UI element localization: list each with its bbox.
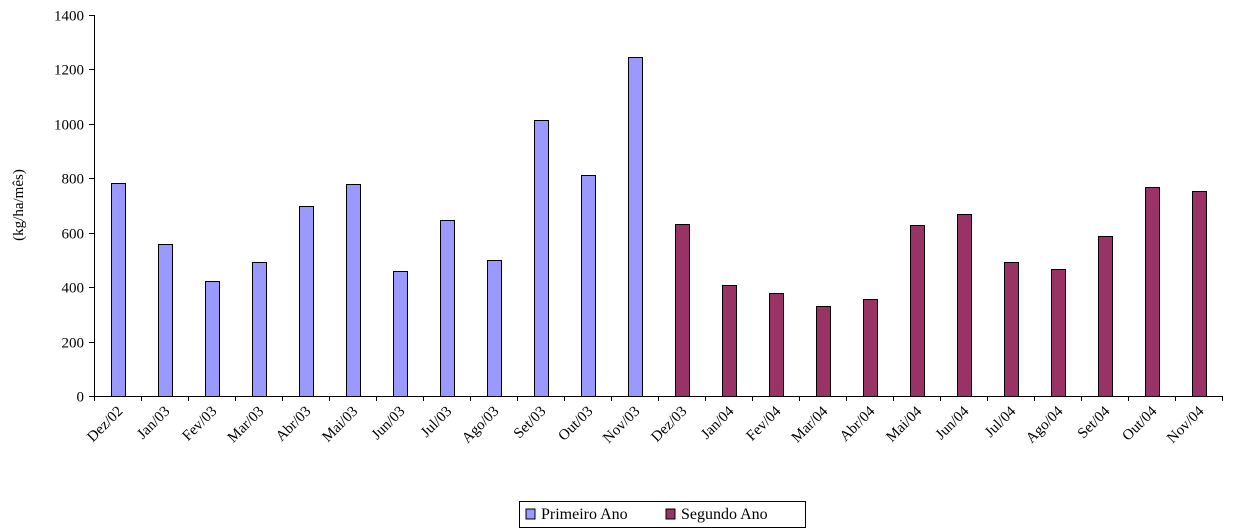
bar-segundo-ano-fev-04	[769, 293, 784, 397]
x-tick-label: Dez/02	[84, 404, 126, 446]
x-tick-label: Out/04	[1120, 403, 1161, 444]
y-axis-title: (kg/ha/mês)	[11, 169, 27, 241]
x-tick-label: Out/03	[556, 404, 597, 445]
bar-primeiro-ano-dez-02	[111, 183, 126, 397]
x-tick-label: Set/04	[1075, 403, 1114, 442]
x-tick-label: Ago/04	[1023, 403, 1066, 446]
bar-primeiro-ano-mar-03	[252, 262, 267, 397]
x-tick-label: Nov/03	[600, 404, 643, 447]
x-tick-label: Ago/03	[459, 404, 502, 447]
y-tick-label: 400	[62, 281, 85, 297]
y-tick-label: 1000	[54, 118, 84, 134]
x-tick-label: Set/03	[511, 404, 549, 442]
x-tick-label: Abr/04	[837, 403, 879, 445]
x-tick-label: Nov/04	[1164, 403, 1207, 446]
x-tick-label: Jan/03	[134, 404, 173, 443]
bar-primeiro-ano-nov-03	[628, 57, 643, 397]
bar-segundo-ano-mar-04	[816, 306, 831, 397]
bar-segundo-ano-jul-04	[1004, 262, 1019, 397]
x-tick-label: Jun/04	[933, 403, 973, 443]
bar-primeiro-ano-ago-03	[487, 260, 502, 397]
x-tick-label: Jul/03	[418, 404, 455, 441]
x-axis-ticks: Dez/02 Jan/03 Fev/03 Mar/03 Abr/03 Mai/03 Jun/…	[84, 396, 1223, 447]
y-tick-label: 800	[62, 172, 85, 188]
bar-segundo-ano-ago-04	[1051, 269, 1066, 397]
bar-primeiro-ano-jul-03	[440, 220, 455, 397]
y-axis-title-group: (kg/ha/mês)	[11, 169, 27, 241]
x-tick-label: Mar/03	[225, 404, 268, 447]
bar-primeiro-ano-abr-03	[299, 206, 314, 397]
legend-swatch-segundo-ano	[665, 508, 676, 520]
y-tick-label: 1200	[54, 63, 84, 79]
y-tick-label: 200	[62, 336, 85, 352]
bar-primeiro-ano-jan-03	[158, 244, 173, 397]
x-tick-label: Jun/03	[369, 404, 409, 444]
bar-segundo-ano-jun-04	[957, 214, 972, 397]
x-tick-label: Fev/03	[180, 404, 221, 445]
bar-segundo-ano-set-04	[1098, 236, 1113, 397]
legend-swatch-primeiro-ano	[525, 508, 536, 520]
legend: Primeiro Ano Segundo Ano	[519, 501, 806, 528]
y-tick-label: 1400	[54, 9, 84, 25]
x-tick-label: Mar/04	[789, 403, 832, 446]
bar-segundo-ano-dez-03	[675, 224, 690, 397]
bar-segundo-ano-out-04	[1145, 187, 1160, 397]
x-tick-label: Mai/04	[883, 403, 925, 445]
legend-label-segundo-ano: Segundo Ano	[681, 506, 768, 523]
bar-primeiro-ano-set-03	[534, 120, 549, 397]
bar-primeiro-ano-jun-03	[393, 271, 408, 397]
bar-segundo-ano-jan-04	[722, 285, 737, 397]
x-tick-label: Dez/03	[648, 404, 690, 446]
bar-segundo-ano-abr-04	[863, 299, 878, 397]
y-tick-label: 600	[62, 227, 85, 243]
bar-segundo-ano-nov-04	[1192, 191, 1207, 397]
y-axis-ticks: 0 200 400 600 800 1000 1200 1400	[54, 9, 94, 406]
bar-primeiro-ano-mai-03	[346, 184, 361, 397]
bar-primeiro-ano-fev-03	[205, 281, 220, 397]
bar-primeiro-ano-out-03	[581, 175, 596, 397]
x-tick-label: Mai/03	[319, 404, 361, 446]
bar-segundo-ano-mai-04	[910, 225, 925, 397]
x-tick-label: Abr/03	[273, 404, 314, 445]
legend-label-primeiro-ano: Primeiro Ano	[541, 506, 628, 523]
legend-frame	[519, 501, 806, 528]
x-tick-label: Jan/04	[698, 403, 737, 442]
x-tick-label: Jul/04	[982, 403, 1020, 441]
y-tick-label: 0	[77, 390, 85, 406]
x-tick-label: Fev/04	[744, 403, 785, 444]
bars	[111, 57, 1207, 397]
